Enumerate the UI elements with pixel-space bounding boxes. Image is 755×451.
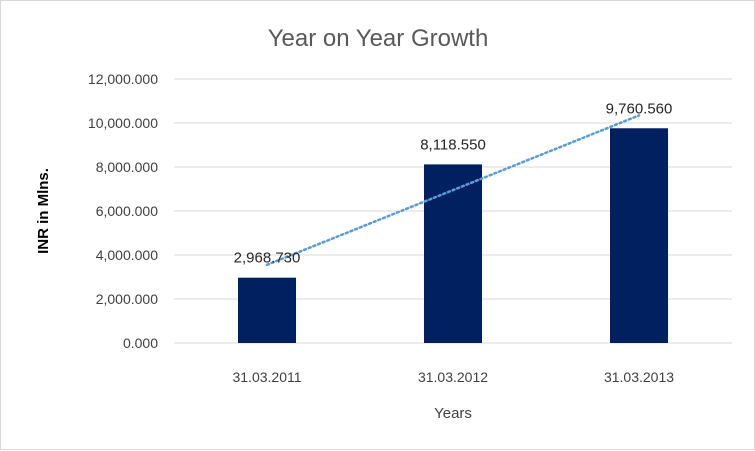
y-axis-ticks: 0.000 2,000.000 4,000.000 6,000.000 8,000.00… — [88, 71, 158, 351]
x-tick-label: 31.03.2011 — [232, 369, 301, 385]
y-tick-label: 0.000 — [123, 335, 158, 351]
bar — [238, 277, 296, 343]
trendline-group — [265, 114, 641, 267]
x-tick-label: 31.03.2013 — [604, 369, 674, 385]
bar — [424, 164, 482, 343]
trendline — [265, 114, 641, 267]
y-tick-label: 12,000.000 — [88, 71, 158, 87]
bar — [610, 128, 668, 343]
y-tick-label: 8,000.000 — [96, 159, 158, 175]
x-axis-title: Years — [434, 405, 472, 422]
data-label: 9,760.560 — [606, 100, 673, 117]
data-label: 8,118.550 — [420, 136, 486, 153]
bars — [238, 128, 668, 343]
y-tick-label: 6,000.000 — [96, 203, 158, 219]
data-label: 2,968.730 — [234, 250, 301, 267]
x-tick-label: 31.03.2012 — [418, 369, 488, 385]
y-tick-label: 4,000.000 — [96, 247, 158, 263]
y-tick-label: 2,000.000 — [96, 291, 158, 307]
data-labels: 2,968.730 8,118.550 9,760.560 — [234, 100, 673, 266]
y-tick-label: 10,000.000 — [88, 115, 158, 131]
y-axis-title: INR in Mlns. — [35, 168, 52, 254]
x-axis-ticks: 31.03.2011 31.03.2012 31.03.2013 — [232, 369, 674, 385]
chart-title: Year on Year Growth — [268, 25, 489, 52]
